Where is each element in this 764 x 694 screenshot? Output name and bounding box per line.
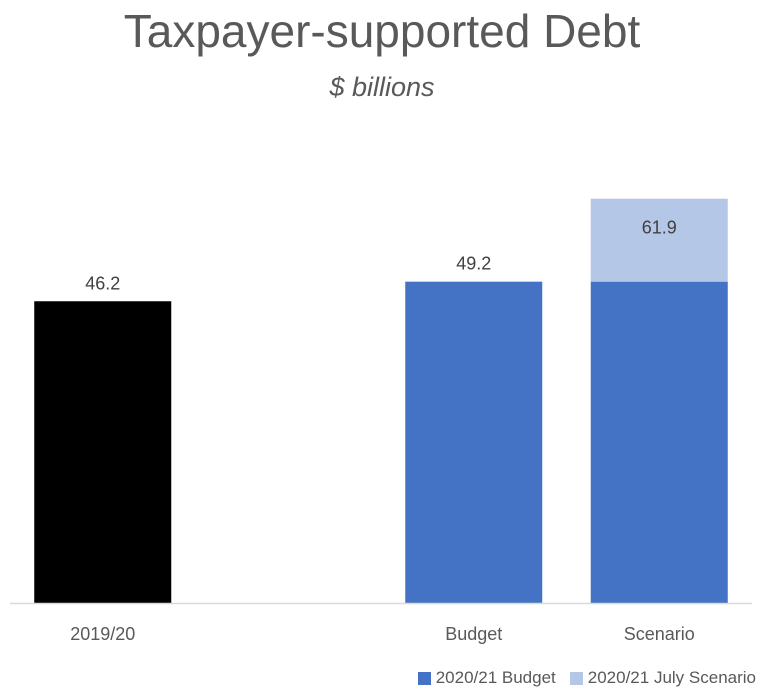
bar-budget-seg-0 xyxy=(405,281,543,603)
legend: 2020/21 Budget 2020/21 July Scenario xyxy=(404,668,756,688)
legend-item-july-scenario: 2020/21 July Scenario xyxy=(569,668,756,688)
legend-label-budget: 2020/21 Budget xyxy=(435,668,556,687)
data-label-2019-20: 46.2 xyxy=(85,273,120,293)
legend-swatch-budget xyxy=(417,671,431,685)
chart-title: Taxpayer-supported Debt xyxy=(123,5,641,57)
legend-swatch-july-scenario xyxy=(569,671,583,685)
chart-subtitle: $ billions xyxy=(329,72,435,102)
data-label-budget: 49.2 xyxy=(456,254,491,274)
bar-scenario-seg-1 xyxy=(590,198,728,282)
x-tick-label-2019-20: 2019/20 xyxy=(70,624,135,644)
legend-label-july-scenario: 2020/21 July Scenario xyxy=(587,668,756,687)
x-tick-label-budget: Budget xyxy=(445,624,502,644)
bar-scenario-seg-0 xyxy=(590,281,728,603)
x-tick-label-scenario: Scenario xyxy=(624,624,695,644)
bar-2019-20-seg-0 xyxy=(34,301,172,603)
legend-item-budget: 2020/21 Budget xyxy=(417,668,556,688)
data-label-scenario: 61.9 xyxy=(642,218,677,238)
